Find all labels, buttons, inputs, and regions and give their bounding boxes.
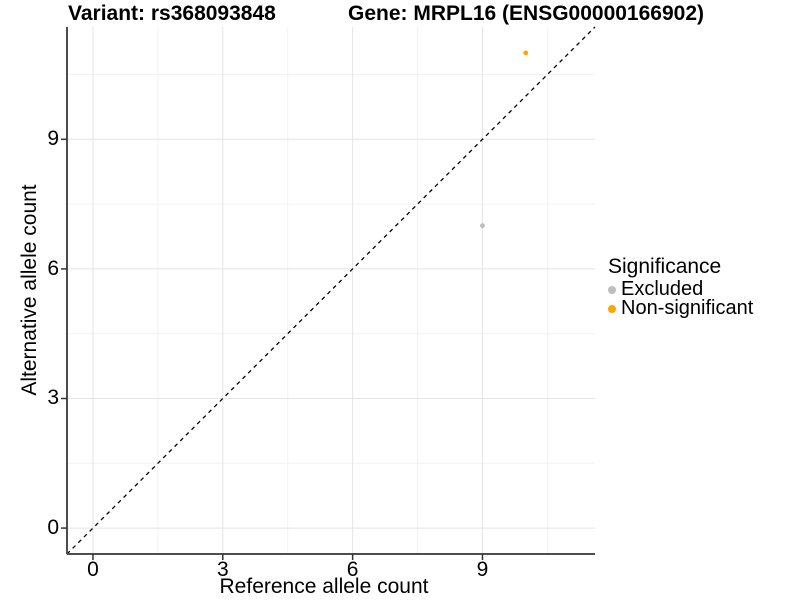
legend-item-label: Excluded [621,278,704,300]
data-point-non-significant [523,50,529,56]
x-tick-label-9: 9 [476,558,489,581]
legend-key-dot-icon [608,304,616,313]
legend-item-excluded: Excluded [608,278,753,300]
y-axis-title: Alternative allele count [18,184,41,396]
x-axis-title: Reference allele count [219,575,429,598]
identity-dashed-line [66,26,596,555]
plot-title-variant: Variant: rs368093848 [68,2,276,25]
legend-key-dot-icon [608,285,616,294]
legend: Significance Excluded Non-significant [608,254,753,318]
legend-item-label: Non-significant [621,297,754,319]
y-tick-label-9: 9 [47,127,59,151]
plot-title-gene: Gene: MRPL16 (ENSG00000166902) [348,2,705,25]
y-tick-label-3: 3 [47,386,59,410]
x-tick-label-0: 0 [87,558,99,581]
legend-title: Significance [608,255,722,278]
legend-items: Excluded Non-significant [608,278,754,319]
x-tick-label-6: 6 [346,558,359,581]
y-tick-label-6: 6 [47,256,59,280]
legend-item-non-significant: Non-significant [608,297,754,319]
plot-panel [61,26,596,560]
data-point-excluded [480,223,485,229]
y-tick-label-0: 0 [47,516,59,540]
x-tick-label-3: 3 [216,558,229,581]
